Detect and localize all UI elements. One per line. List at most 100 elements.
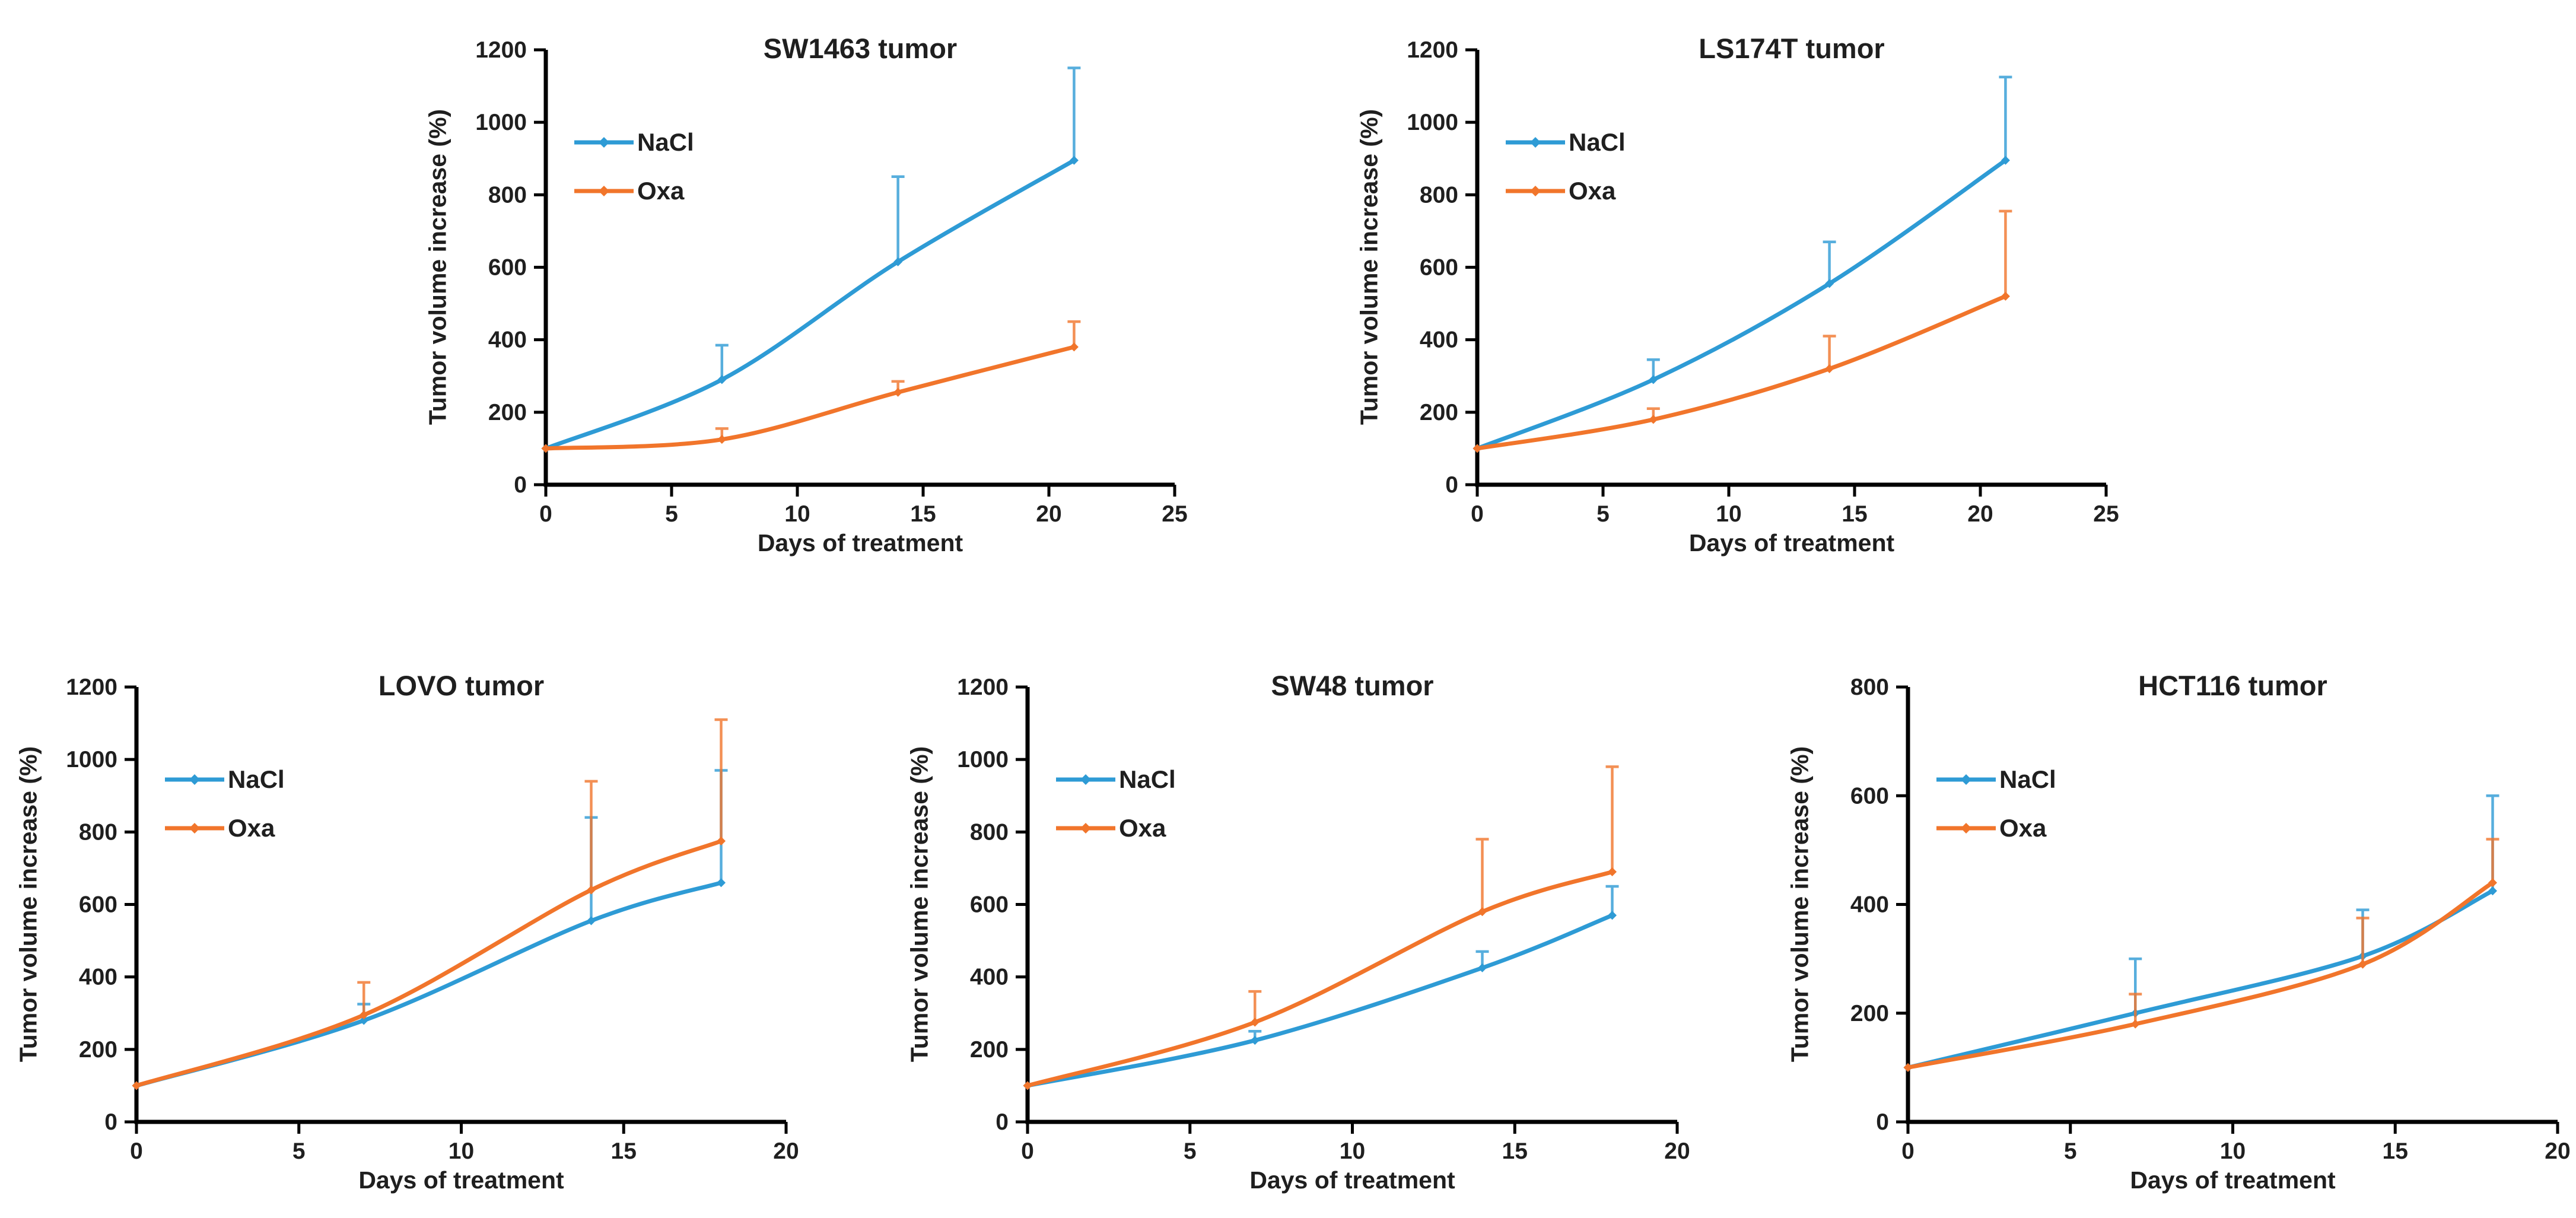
legend-point-marker xyxy=(599,137,609,148)
axes xyxy=(534,48,1176,497)
legend: NaCl Oxa xyxy=(1506,128,1626,205)
x-tick-labels: 0 5 10 15 20 25 xyxy=(539,501,1188,527)
legend-point-marker xyxy=(1961,774,1971,785)
x-tick-label: 15 xyxy=(1502,1139,1528,1164)
x-tick-label: 20 xyxy=(1967,501,1993,527)
error-bars-nacl xyxy=(1646,75,2012,380)
legend: NaCl Oxa xyxy=(1936,765,2056,842)
series-line-nacl xyxy=(1906,889,2495,1070)
legend-point-marker xyxy=(599,186,609,196)
x-tick-label: 10 xyxy=(1340,1139,1365,1164)
x-axis-title: Days of treatment xyxy=(1249,1166,1455,1194)
data-point-marker-oxa xyxy=(1478,907,1487,917)
sw48-plot: 0 200 400 600 800 1000 1200 0 5 10 15 20 NaCl Oxa xyxy=(957,675,1690,1164)
legend-point-marker xyxy=(1530,186,1541,196)
legend-label: NaCl xyxy=(228,765,285,793)
x-tick-label: 20 xyxy=(2545,1139,2570,1164)
error-bars-oxa xyxy=(2129,838,2499,1025)
legend-point-marker xyxy=(1080,774,1091,785)
data-point-marker-oxa xyxy=(1069,342,1079,352)
error-bars-oxa xyxy=(357,718,728,1015)
y-axis-title: Tumor volume increase (%) xyxy=(1355,109,1383,425)
chart-title: SW1463 tumor xyxy=(763,33,958,64)
series-line-oxa xyxy=(1025,870,1614,1088)
y-axis-title: Tumor volume increase (%) xyxy=(424,109,451,425)
y-tick-label: 1200 xyxy=(1407,37,1458,63)
data-point-marker-oxa xyxy=(1903,1063,1913,1072)
data-point-marker-nacl xyxy=(587,916,596,926)
legend-label: NaCl xyxy=(1119,765,1176,793)
legend-label: NaCl xyxy=(637,128,694,156)
x-tick-label: 10 xyxy=(2220,1139,2246,1164)
chart-title: LOVO tumor xyxy=(378,670,545,701)
series-line-nacl xyxy=(1025,913,1614,1088)
y-tick-labels: 0 200 400 600 800 1000 1200 xyxy=(957,675,1009,1135)
data-point-marker-nacl xyxy=(1825,279,1834,288)
legend-label: Oxa xyxy=(1999,814,2047,842)
series-line-oxa xyxy=(1475,294,2008,451)
data-point-marker-nacl xyxy=(2488,886,2497,896)
x-axis-title: Days of treatment xyxy=(2130,1166,2336,1194)
y-tick-labels: 0 200 400 600 800 1000 1200 xyxy=(475,37,527,498)
error-bars-oxa xyxy=(1646,209,2012,420)
x-axis-title: Days of treatment xyxy=(1688,529,1895,556)
series-line-nacl xyxy=(1475,158,2008,451)
y-tick-label: 200 xyxy=(1420,400,1458,425)
chart-sw48: 0 200 400 600 800 1000 1200 0 5 10 15 20 NaCl Oxa Tum… xyxy=(885,645,1716,1218)
error-bars-nacl xyxy=(1248,885,1619,1041)
y-tick-label: 800 xyxy=(1420,182,1458,208)
legend-label: NaCl xyxy=(1569,128,1626,156)
y-tick-label: 400 xyxy=(488,327,527,353)
legend-label: Oxa xyxy=(1119,814,1166,842)
legend-point-marker xyxy=(189,823,200,834)
x-tick-label: 10 xyxy=(1716,501,1741,527)
x-tick-label: 0 xyxy=(539,501,552,527)
x-tick-label: 5 xyxy=(292,1139,306,1164)
series-nacl xyxy=(1903,794,2499,1072)
x-tick-label: 25 xyxy=(2093,501,2119,527)
data-point-marker-nacl xyxy=(1649,375,1658,384)
x-tick-label: 25 xyxy=(1162,501,1187,527)
x-axis-title: Days of treatment xyxy=(757,529,963,556)
data-point-marker-oxa xyxy=(359,1010,368,1020)
series-oxa xyxy=(1023,765,1619,1090)
y-tick-label: 0 xyxy=(996,1109,1009,1135)
chart-ls174t: 0 200 400 600 800 1000 1200 0 5 10 15 20 25 NaCl Oxa T… xyxy=(1335,8,2165,581)
series-oxa xyxy=(132,718,728,1090)
data-point-marker-oxa xyxy=(2488,878,2497,888)
x-tick-label: 5 xyxy=(1597,501,1610,527)
y-tick-label: 1200 xyxy=(957,675,1009,700)
y-tick-label: 200 xyxy=(1850,1001,1889,1026)
chart-sw1463: 0 200 400 600 800 1000 1200 0 5 10 15 20 25 NaCl Oxa T… xyxy=(403,8,1234,581)
series-line-oxa xyxy=(134,839,723,1088)
series-line-oxa xyxy=(1906,880,2495,1070)
y-tick-label: 600 xyxy=(970,892,1009,918)
series-nacl xyxy=(132,769,728,1090)
y-tick-label: 800 xyxy=(1850,675,1889,700)
y-tick-label: 1000 xyxy=(957,747,1009,772)
chart-title: LS174T tumor xyxy=(1699,33,1885,64)
y-tick-label: 200 xyxy=(79,1037,117,1063)
y-tick-label: 400 xyxy=(79,965,117,990)
data-point-marker-nacl xyxy=(893,257,903,266)
legend-label: Oxa xyxy=(1569,177,1616,205)
x-tick-label: 20 xyxy=(1036,501,1061,527)
y-tick-label: 1000 xyxy=(1407,110,1458,135)
series-oxa xyxy=(1473,209,2012,453)
data-point-marker-oxa xyxy=(1473,444,1482,453)
legend-point-marker xyxy=(1080,823,1091,834)
error-bars-oxa xyxy=(715,320,1081,440)
y-tick-label: 200 xyxy=(488,400,527,425)
sw1463-plot: 0 200 400 600 800 1000 1200 0 5 10 15 20 25 NaCl Oxa xyxy=(475,37,1188,527)
lovo-plot: 0 200 400 600 800 1000 1200 0 5 10 15 20 NaCl Oxa xyxy=(66,675,799,1164)
y-tick-labels: 0 200 400 600 800 1000 1200 xyxy=(1407,37,1458,498)
legend-label: Oxa xyxy=(228,814,275,842)
series-oxa xyxy=(1903,838,2499,1072)
x-tick-labels: 0 5 10 15 20 xyxy=(130,1139,799,1164)
x-tick-label: 0 xyxy=(1901,1139,1914,1164)
legend-label: NaCl xyxy=(1999,765,2056,793)
legend: NaCl Oxa xyxy=(1056,765,1176,842)
x-tick-label: 20 xyxy=(773,1139,799,1164)
figure-canvas: 0 200 400 600 800 1000 1200 0 5 10 15 20 25 NaCl Oxa T… xyxy=(14,8,2571,1194)
axes xyxy=(125,685,788,1134)
